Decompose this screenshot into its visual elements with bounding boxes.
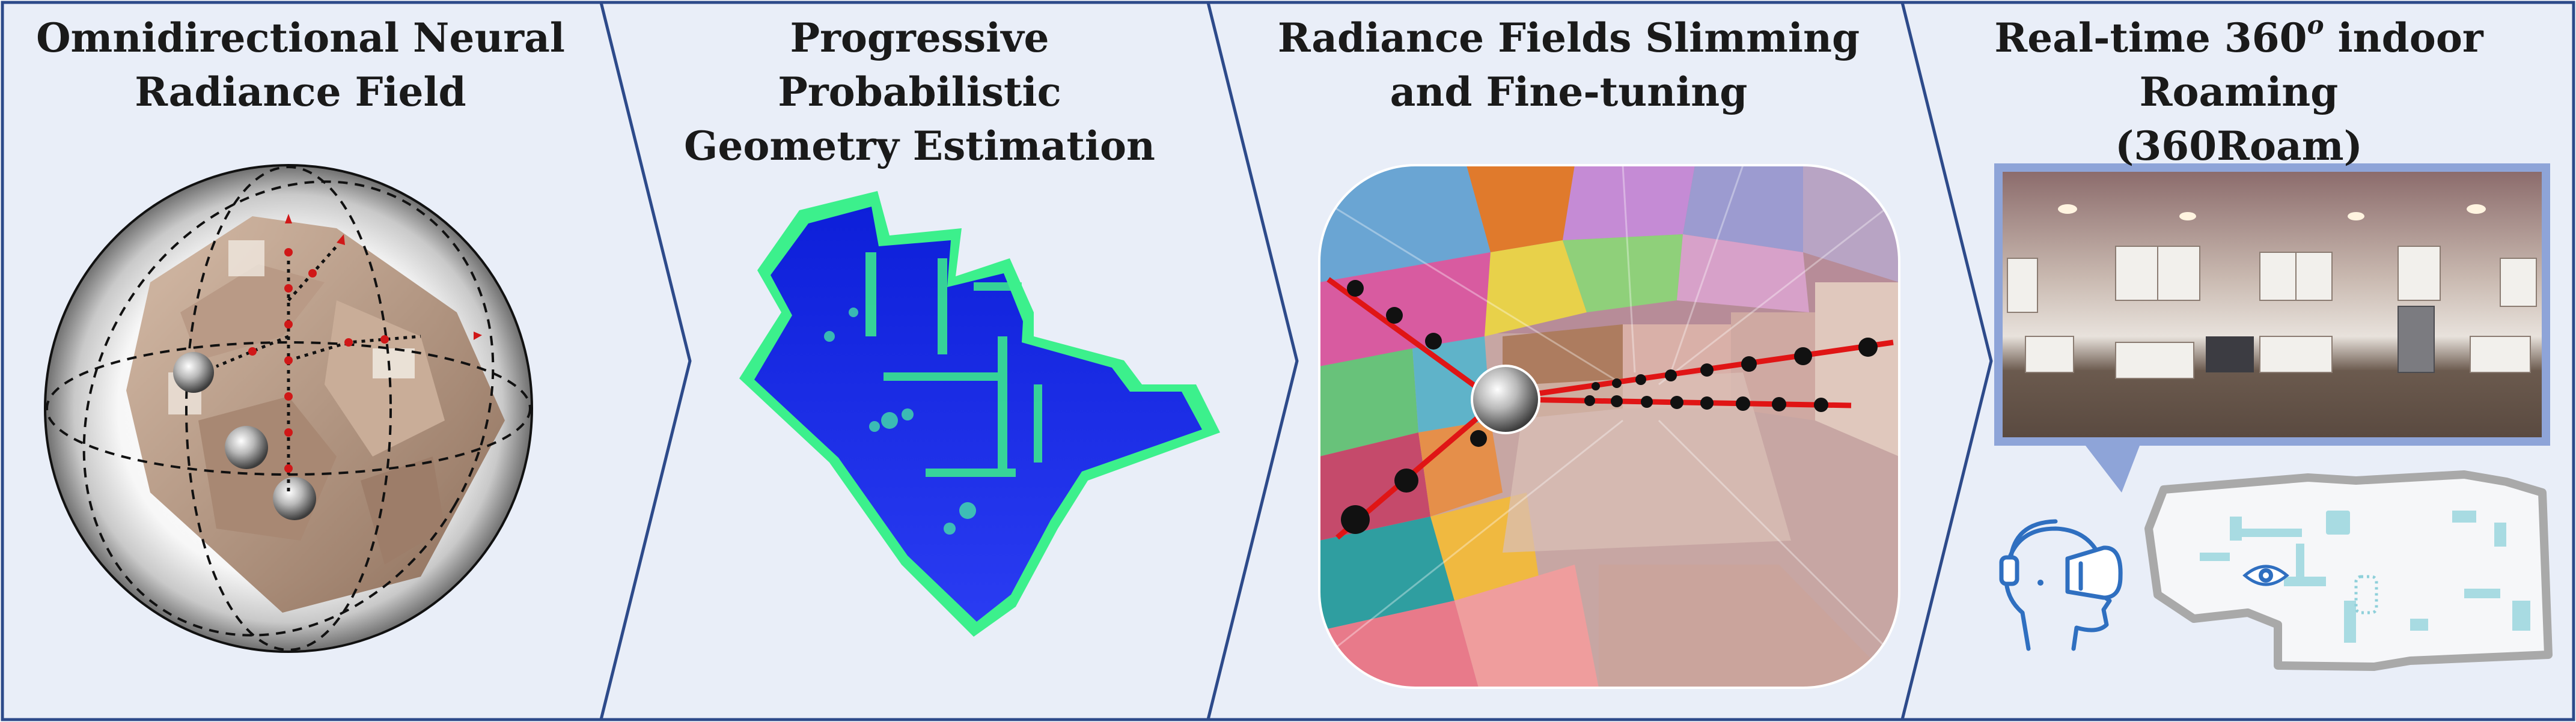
- radiance-field-partition: [1318, 164, 1900, 689]
- stage-1-title: Omnidirectional Neural Radiance Field: [12, 11, 589, 119]
- stage-2-title-line2: Geometry Estimation: [684, 123, 1155, 169]
- stage-3-title-line2: and Fine-tuning: [1390, 68, 1748, 115]
- sample-nodes: [1341, 280, 1878, 534]
- stage-2-title-line1: Progressive Probabilistic: [778, 14, 1061, 115]
- omnidirectional-sphere: [44, 164, 533, 653]
- vr-headset-icon: [1999, 519, 2123, 651]
- stage-4-title-line2: (360Roam): [2115, 123, 2363, 169]
- mirror-ball: [173, 352, 214, 393]
- stage-2-title: Progressive Probabilistic Geometry Estim…: [643, 11, 1196, 173]
- probabilistic-geometry-point-cloud: [739, 191, 1220, 637]
- panorama-view: [1994, 163, 2550, 446]
- stage-4-title-degree: o: [2307, 10, 2324, 40]
- stage-4-title-line1: Real-time 360o indoor Roaming: [1908, 11, 2569, 119]
- stage-4-title-post: indoor Roaming: [2139, 14, 2483, 115]
- mirror-ball: [1471, 365, 1540, 434]
- view-pointer: [2086, 446, 2140, 493]
- stage-1-title-line1: Omnidirectional Neural: [36, 14, 565, 61]
- stage-4-title: Real-time 360o indoor Roaming (360Roam): [1908, 11, 2569, 173]
- stage-3-title-line1: Radiance Fields Slimming: [1277, 14, 1860, 61]
- stage-1-title-line2: Radiance Field: [135, 68, 466, 115]
- stage-3-title: Radiance Fields Slimming and Fine-tuning: [1244, 11, 1893, 119]
- eye-icon: [2242, 565, 2289, 586]
- stage-4-title-pre: Real-time 360: [1994, 14, 2307, 61]
- mirror-ball: [273, 477, 316, 520]
- floor-plan-map: [2144, 470, 2553, 671]
- mirror-ball: [225, 426, 268, 469]
